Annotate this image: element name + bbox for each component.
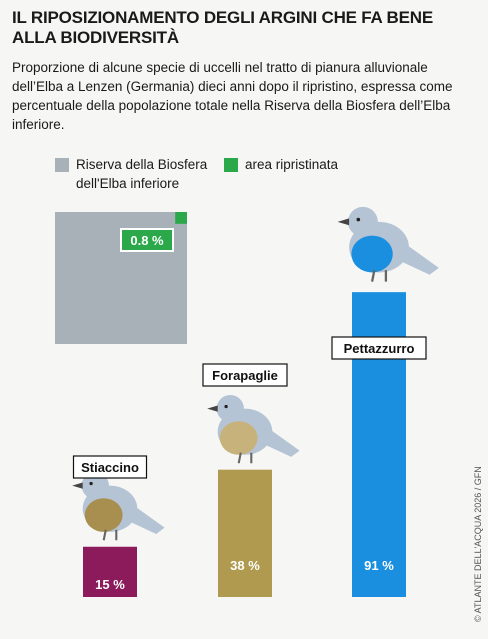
bird-head: [81, 472, 109, 500]
legend-swatch: [224, 158, 238, 172]
category-label: Forapaglie: [212, 368, 278, 383]
bird-belly: [219, 421, 258, 455]
bird-eye: [356, 217, 361, 222]
bird: [337, 206, 439, 282]
category-label-box: [331, 336, 427, 360]
bird-eye: [89, 481, 93, 486]
bird: [72, 472, 165, 541]
value-label: 91 %: [364, 558, 394, 573]
chart-title: IL RIPOSIZIONAMENTO DEGLI ARGINI CHE FA …: [12, 8, 433, 47]
value-label: 0.8 %: [130, 233, 164, 248]
category-label-box: [72, 455, 148, 479]
bird-beak: [207, 405, 218, 412]
legend-label: Riserva della Biosfera dell'Elba inferio…: [76, 157, 208, 191]
legend-swatch: [55, 158, 69, 172]
bird-legs: [370, 269, 388, 282]
bird-beak: [72, 482, 83, 489]
bird: [207, 394, 300, 464]
bird-eye: [224, 404, 228, 409]
bar: [83, 546, 137, 597]
chart-subtitle: Proporzione di alcune specie di uccelli …: [12, 60, 453, 132]
bird-belly: [84, 498, 123, 532]
value-label-box: [120, 228, 174, 252]
credit: © ATLANTE DELL'ACQUA 2026 / GFN: [473, 466, 483, 622]
legend-label: area ripristinata: [245, 157, 339, 172]
bird-legs: [102, 529, 118, 541]
bird-head: [347, 206, 378, 237]
reference-area: [175, 212, 187, 224]
category-label: Stiaccino: [81, 460, 139, 475]
category-label-box: [202, 363, 288, 387]
bird-legs: [237, 452, 253, 464]
bird-beak: [337, 218, 350, 226]
value-label: 15 %: [95, 577, 125, 592]
bird-head: [216, 394, 244, 423]
bird-belly: [351, 235, 393, 273]
bar: [218, 469, 272, 597]
category-label: Pettazzurro: [344, 341, 415, 356]
value-label: 38 %: [230, 558, 260, 573]
